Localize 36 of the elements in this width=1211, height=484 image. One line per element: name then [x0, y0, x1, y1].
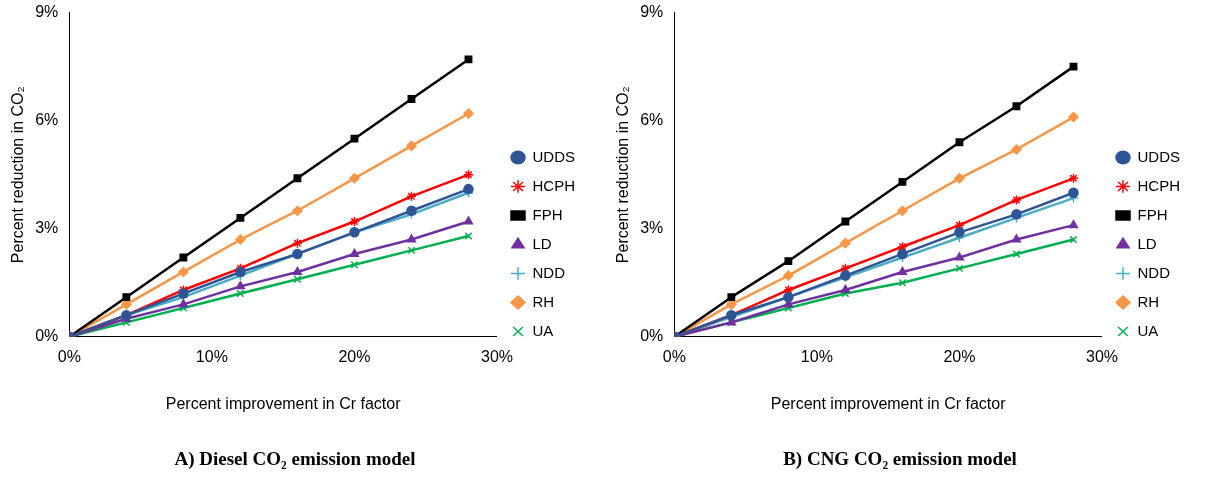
y-tick-label: 6%: [35, 111, 59, 129]
legend-label: UA: [532, 321, 554, 339]
legend-label: RH: [1137, 292, 1160, 310]
legend-label: LD: [1137, 234, 1157, 252]
legend-label: LD: [532, 234, 552, 252]
text: B) CNG CO₂ emission model: [783, 447, 1017, 470]
legend-label: NDD: [532, 263, 566, 281]
y-axis-title: Percent reduction in CO₂: [614, 86, 632, 264]
text: A) Diesel CO₂ emission model: [174, 447, 416, 470]
legend-label: HCPH: [1137, 176, 1181, 194]
legend-label: UA: [1137, 321, 1159, 339]
y-tick-label: 3%: [35, 219, 59, 237]
x-tick-label: 0%: [57, 347, 81, 365]
y-tick-label: 6%: [640, 111, 664, 129]
legend-label: RH: [532, 292, 555, 310]
x-tick-label: 30%: [480, 347, 514, 365]
y-tick-label: 9%: [640, 3, 664, 21]
y-tick-label: 3%: [640, 219, 664, 237]
y-tick-label: 0%: [640, 327, 664, 345]
x-tick-label: 30%: [1085, 347, 1119, 365]
legend-label: FPH: [532, 205, 563, 223]
legend-label: NDD: [1137, 263, 1171, 281]
x-axis-title: Percent improvement in Cr factor: [770, 395, 1007, 413]
y-axis-title: Percent reduction in CO₂: [9, 86, 27, 264]
x-tick-label: 20%: [943, 347, 976, 365]
x-tick-label: 0%: [662, 347, 686, 365]
legend-label: UDDS: [1137, 147, 1181, 165]
x-axis-title: Percent improvement in Cr factor: [165, 395, 402, 413]
x-tick-label: 10%: [800, 347, 833, 365]
x-tick-label: 20%: [338, 347, 371, 365]
legend-label: UDDS: [532, 147, 576, 165]
y-tick-label: 9%: [35, 3, 59, 21]
legend-label: FPH: [1137, 205, 1168, 223]
x-tick-label: 10%: [195, 347, 228, 365]
y-tick-label: 0%: [35, 327, 59, 345]
legend-label: HCPH: [532, 176, 576, 194]
